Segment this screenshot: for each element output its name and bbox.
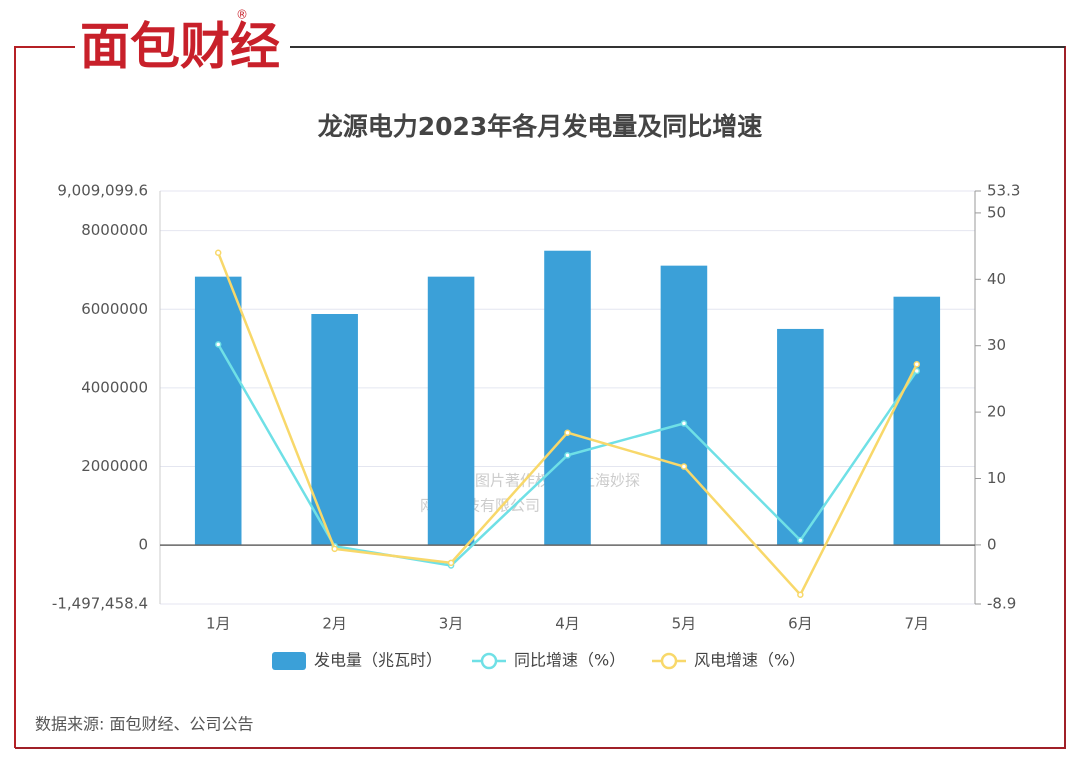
y2-tick-label: 0 [987,535,997,553]
x-tick-label: 5月 [672,615,697,633]
line-point [447,559,455,567]
y2-tick-label: -8.9 [987,595,1016,613]
bar [427,276,475,546]
bar [893,296,941,546]
y-tick-label: 0 [138,536,148,554]
x-tick-label: 7月 [905,615,930,633]
line-point [564,429,571,436]
line-point [564,452,571,459]
y-tick-label: 8000000 [81,221,148,239]
y-tick-label: 2000000 [81,457,148,475]
source-note: 数据来源: 面包财经、公司公告 [35,715,253,734]
legend-label: 风电增速（%） [694,651,805,670]
x-tick-label: 6月 [788,615,813,633]
line-point [214,249,222,257]
legend-swatch [272,652,306,670]
frame-left [14,46,75,748]
y-tick-label: 9,009,099.6 [57,182,148,200]
brand-logo: 面包财经 [80,18,280,76]
legend-label: 发电量（兆瓦时） [314,651,442,670]
y2-tick-label: 50 [987,203,1006,221]
legend-swatch [480,652,498,670]
bar [777,328,824,546]
line-point [214,341,222,348]
y2-tick-label: 53.3 [987,182,1020,200]
bar [544,250,591,546]
y2-tick-label: 30 [987,336,1006,354]
line-point [331,545,338,553]
x-tick-label: 4月 [555,615,580,633]
y2-tick-label: 20 [987,403,1006,421]
legend-label: 同比增速（%） [514,651,625,670]
chart-title: 龙源电力2023年各月发电量及同比增速 [318,112,763,141]
y-tick-label: 6000000 [81,300,148,318]
legend-swatch [660,652,678,670]
x-tick-label: 2月 [322,615,347,633]
line-point [680,420,688,427]
y-tick-label: 4000000 [81,378,148,396]
x-tick-label: 1月 [206,615,231,633]
y2-tick-label: 10 [987,469,1006,487]
line-point [680,463,688,470]
y2-tick-label: 40 [987,270,1006,288]
line-point [797,591,804,598]
line-point [913,361,921,368]
brand-mark: ® [236,8,248,22]
bar [660,265,708,546]
x-tick-label: 3月 [439,615,464,633]
bar [194,276,242,546]
y-tick-label: -1,497,458.4 [52,595,148,613]
line-point [797,537,804,544]
